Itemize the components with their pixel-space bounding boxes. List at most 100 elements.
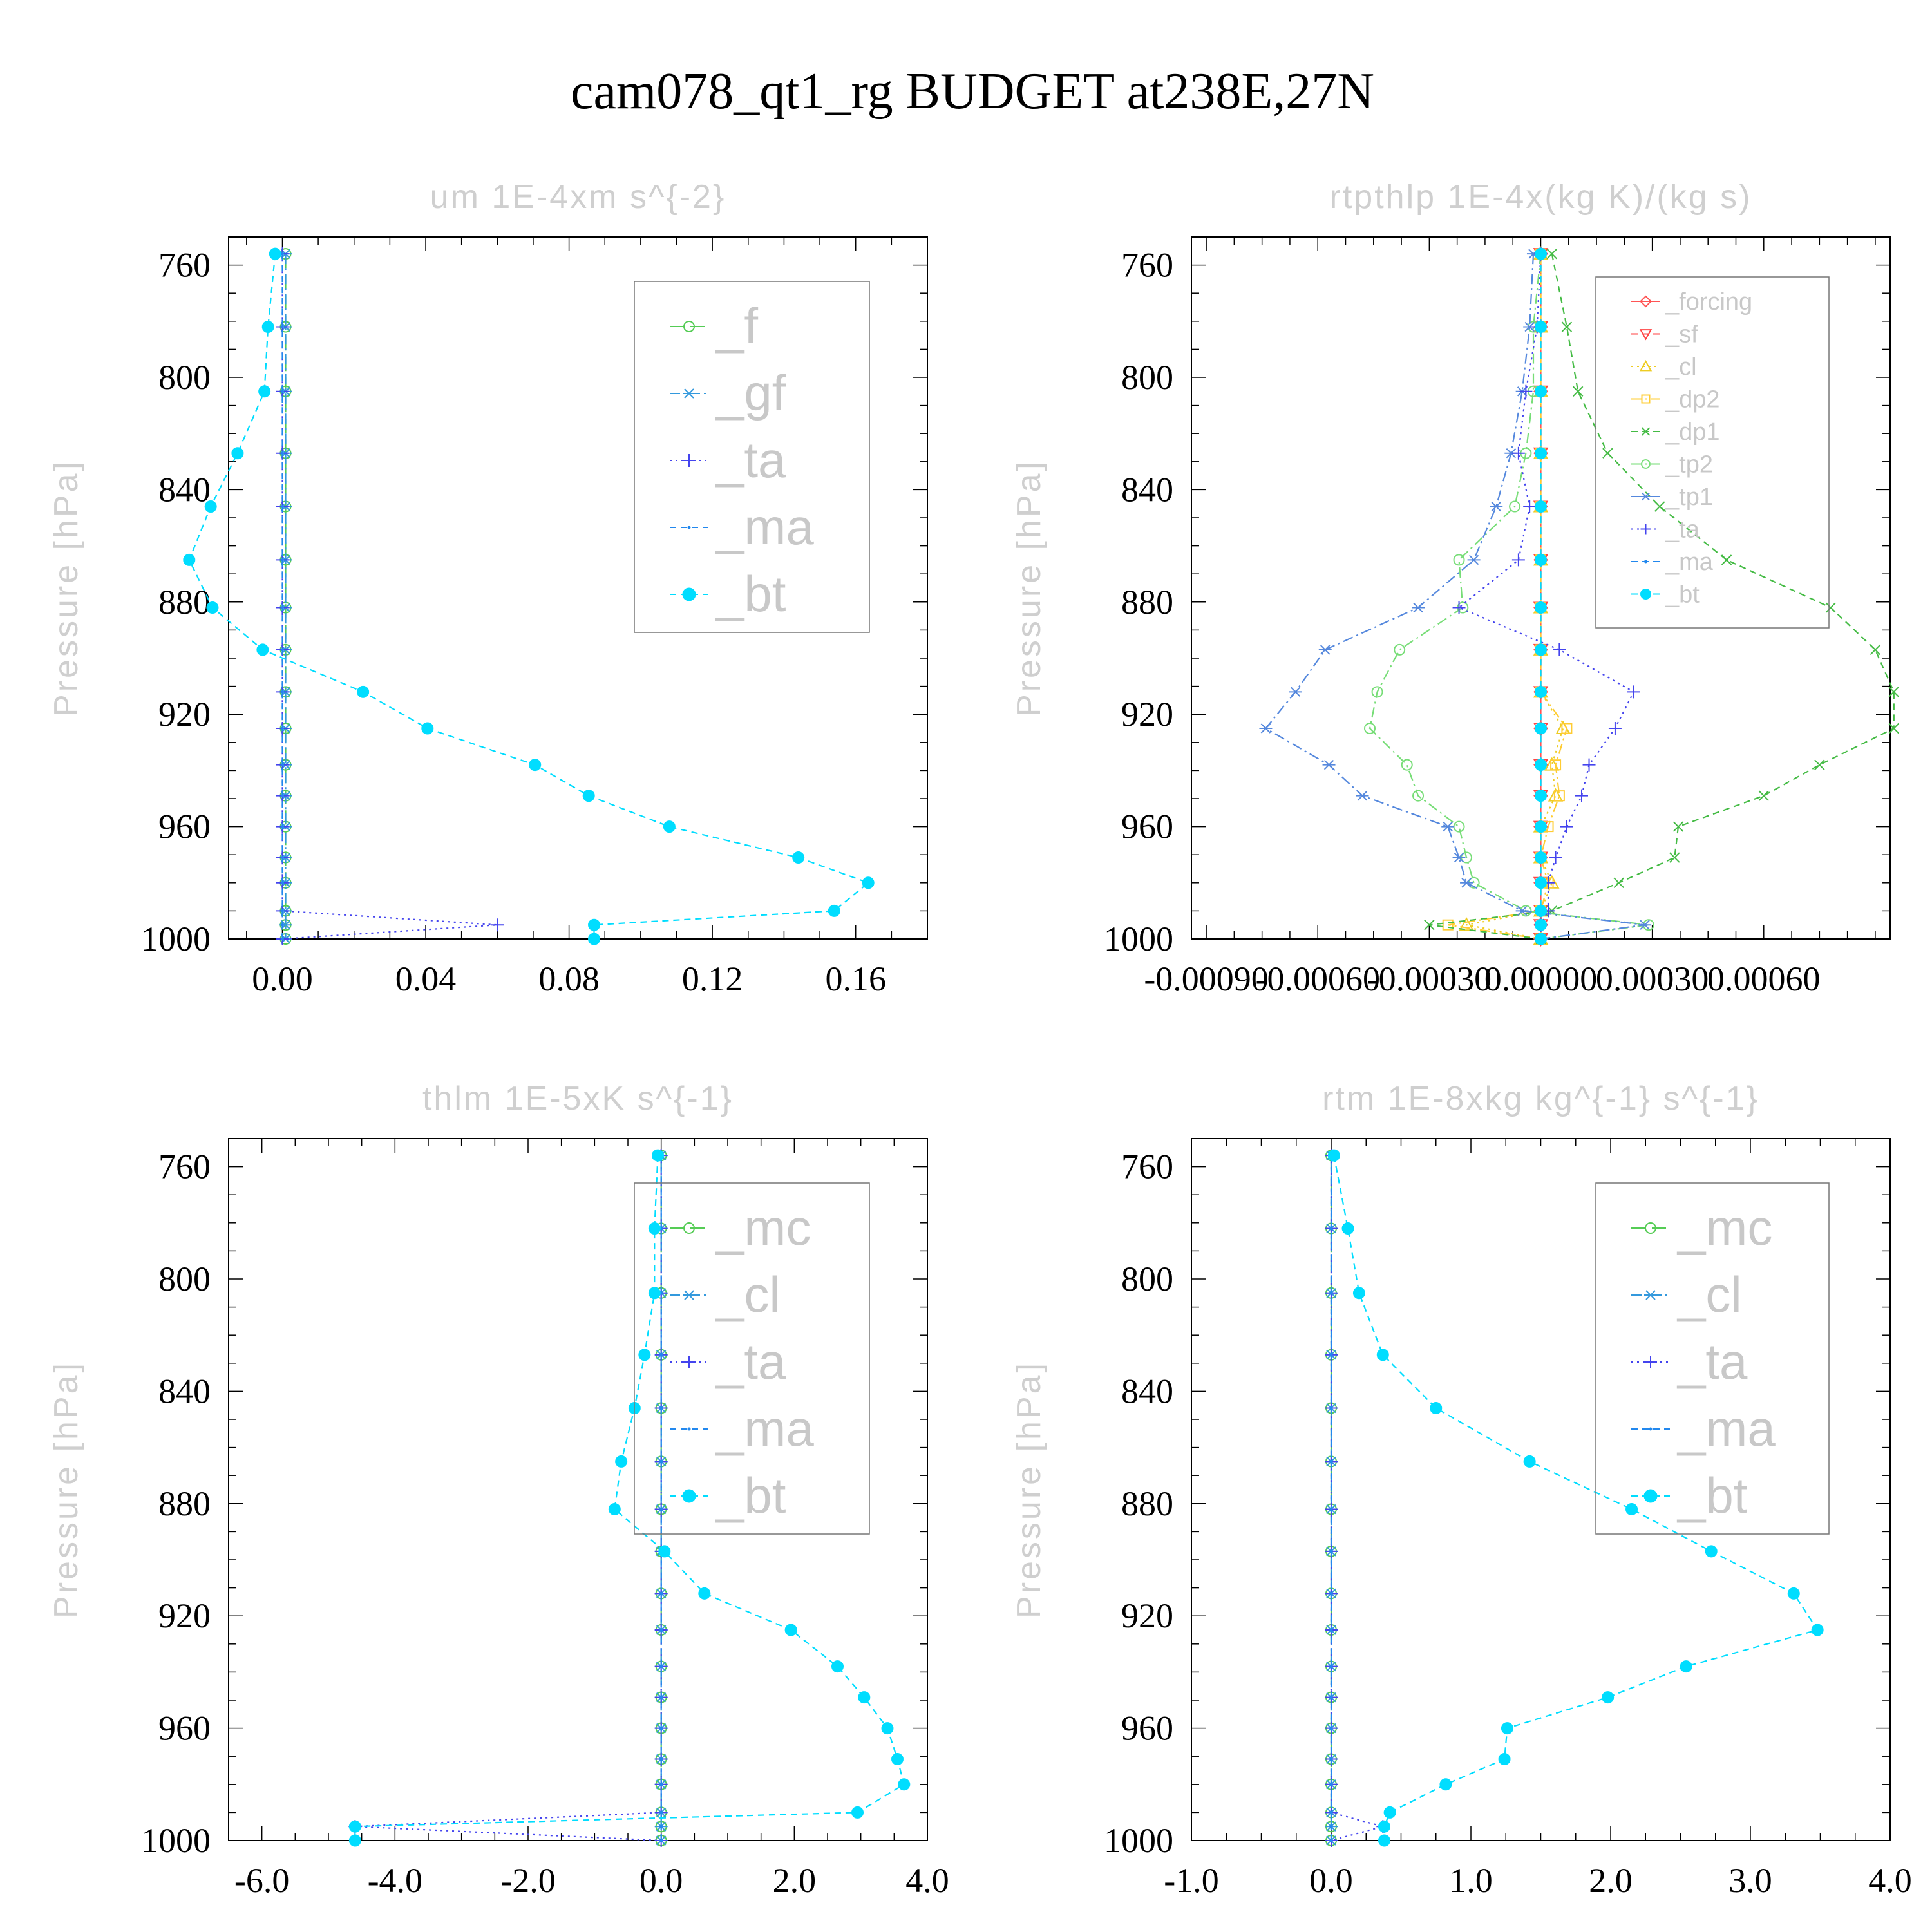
data-point xyxy=(1511,553,1525,567)
legend-label: _ma xyxy=(1676,1400,1776,1457)
data-point xyxy=(659,1459,663,1463)
data-point xyxy=(1383,1806,1396,1819)
data-point xyxy=(1322,759,1336,770)
series-line-bt xyxy=(354,1155,905,1841)
data-point xyxy=(588,933,601,945)
data-point xyxy=(1627,685,1640,699)
data-point xyxy=(588,918,601,931)
x-tick-label: 2.0 xyxy=(1589,1861,1633,1900)
data-point xyxy=(1453,820,1465,833)
data-point xyxy=(1561,723,1573,734)
data-point xyxy=(1376,1349,1389,1361)
data-point xyxy=(1329,1353,1333,1357)
plot-frame xyxy=(228,1138,928,1841)
legend-box xyxy=(634,281,870,633)
data-point xyxy=(1329,1824,1333,1828)
data-point xyxy=(1501,1722,1513,1735)
data-point xyxy=(256,643,269,656)
y-tick-label: 960 xyxy=(158,1709,211,1748)
x-tick-label: -0.00030 xyxy=(1367,960,1492,998)
chart-panel-4: 760 800 840 880 920 960 1000-1.0 0.0 1.0 2.0 3.0 4.… xyxy=(1010,1080,1912,1900)
legend-marker xyxy=(687,1427,691,1431)
figure-title: cam078_qt1_rg BUDGET at238E,27N xyxy=(571,63,1374,120)
y-tick-label: 760 xyxy=(158,246,211,285)
data-point xyxy=(280,726,284,730)
series-line-tp1 xyxy=(1264,254,1645,940)
data-point xyxy=(1523,500,1537,513)
x-tick-label: 0.00 xyxy=(252,960,313,998)
data-point xyxy=(1515,905,1529,916)
y-tick-label: 840 xyxy=(1121,470,1173,509)
chart-panel-2: 760 800 840 880 920 960 1000-0.00090-0.00060-0… xyxy=(1010,178,1899,998)
data-point xyxy=(1560,820,1573,833)
legend-marker xyxy=(1649,1427,1653,1431)
data-point xyxy=(1553,790,1565,802)
y-axis-label: Pressure [hPa] xyxy=(48,459,85,717)
y-tick-label: 920 xyxy=(1121,695,1173,734)
x-tick-label: 0.0 xyxy=(639,1861,683,1900)
data-point xyxy=(1329,1783,1333,1786)
x-tick-label: 0.00060 xyxy=(1707,960,1821,998)
legend: _forcing _sf _cl _dp2 _dp1 _tp2 _tp1 _ta _ma _bt xyxy=(1595,276,1830,629)
data-point xyxy=(1870,644,1881,656)
legend-label: _sf xyxy=(1665,321,1698,348)
data-point xyxy=(663,820,676,833)
legend-marker xyxy=(1640,524,1651,535)
data-point xyxy=(1535,553,1547,566)
data-point xyxy=(1535,722,1547,735)
y-tick-label: 920 xyxy=(158,1596,211,1635)
data-point xyxy=(1546,248,1558,260)
data-point xyxy=(1371,686,1383,698)
legend-label: _ta xyxy=(715,1333,786,1390)
data-point xyxy=(1329,1291,1333,1295)
data-point xyxy=(1352,1287,1365,1300)
data-point xyxy=(881,1722,894,1735)
x-tick-label: 4.0 xyxy=(905,1861,949,1900)
series-line-ta xyxy=(281,254,498,940)
data-point xyxy=(698,1587,711,1600)
series-line-ta xyxy=(355,1155,662,1842)
data-point xyxy=(421,722,434,735)
panel-title: um 1E-4xm s^{-2} xyxy=(430,178,726,216)
legend-label: _gf xyxy=(715,365,786,421)
data-point xyxy=(1550,759,1562,771)
data-point xyxy=(1511,446,1525,460)
data-point xyxy=(831,1660,844,1673)
series-group xyxy=(183,247,875,945)
legend-label: _ta xyxy=(1676,1333,1748,1390)
data-point xyxy=(1452,852,1466,863)
data-point xyxy=(1613,877,1624,889)
data-point xyxy=(1575,789,1588,802)
data-point xyxy=(828,904,840,917)
legend-label: _mc xyxy=(1676,1199,1772,1256)
y-tick-label: 960 xyxy=(1121,1709,1173,1748)
legend-label: _ta xyxy=(715,431,786,488)
y-tick-label: 920 xyxy=(158,695,211,734)
y-tick-label: 800 xyxy=(1121,358,1173,397)
legend-label: _dp2 xyxy=(1665,386,1720,413)
data-point xyxy=(1535,933,1547,945)
legend-marker xyxy=(682,1489,696,1503)
data-point xyxy=(1467,554,1481,565)
data-point xyxy=(1259,723,1273,734)
data-point xyxy=(851,1806,864,1819)
series-line-dp2 xyxy=(1448,254,1568,940)
data-point xyxy=(183,553,196,566)
legend-marker xyxy=(1641,427,1651,436)
legend-marker xyxy=(683,454,696,467)
y-tick-label: 760 xyxy=(158,1148,211,1186)
panel-title: thlm 1E-5xK s^{-1} xyxy=(422,1080,734,1117)
data-point xyxy=(1721,554,1732,565)
legend-marker xyxy=(683,388,696,399)
x-tick-label: 0.08 xyxy=(538,960,600,998)
legend-marker xyxy=(1640,589,1651,600)
data-point xyxy=(280,606,284,610)
data-point xyxy=(357,685,370,698)
data-point xyxy=(1758,790,1769,801)
data-point xyxy=(280,763,284,767)
legend-marker xyxy=(683,1222,695,1234)
legend-label: _ta xyxy=(1665,516,1700,544)
data-point xyxy=(261,321,274,334)
data-point xyxy=(1378,1820,1390,1833)
data-point xyxy=(529,759,542,772)
